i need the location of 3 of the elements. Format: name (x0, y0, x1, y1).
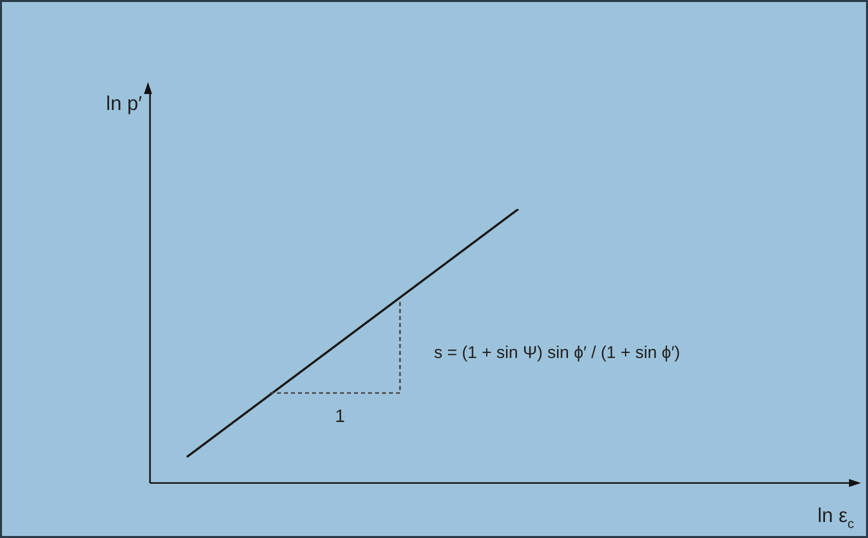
y-axis-title: ln p′ (106, 93, 142, 115)
annotation: s = (1 + sin Ψ) sin ϕ′ / (1 + sin ϕ′) (434, 343, 680, 362)
annotation: 1 (334, 406, 346, 426)
